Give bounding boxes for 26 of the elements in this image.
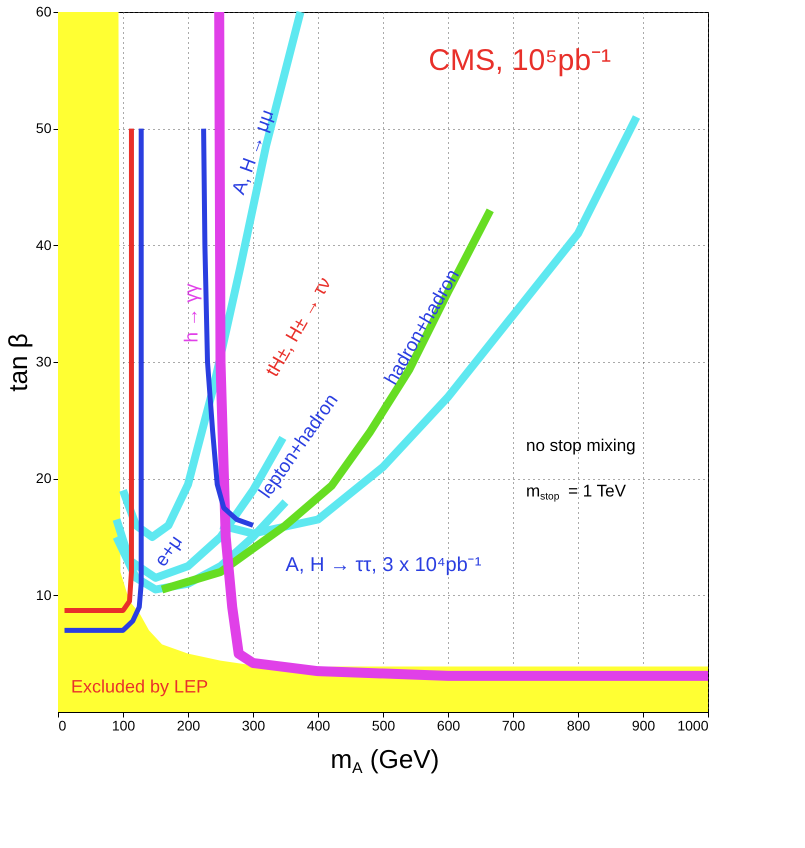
- annotation: h → γγ: [181, 282, 202, 343]
- x-tick-label: 400: [306, 718, 330, 734]
- x-tick-label: 500: [372, 718, 396, 734]
- y-tick-label: 60: [36, 4, 52, 20]
- x-tick-label: 300: [242, 718, 266, 734]
- x-tick-label: 800: [566, 718, 590, 734]
- y-axis-title: tan β: [2, 333, 33, 392]
- y-tick-label: 40: [36, 236, 52, 253]
- annotation: CMS, 10⁵pb⁻¹: [428, 44, 612, 77]
- annotation: A, H → μμ: [228, 107, 278, 198]
- x-tick-label: 100: [112, 718, 136, 734]
- y-tick-label: 50: [36, 120, 52, 136]
- x-tick-label: 700: [502, 718, 526, 734]
- x-tick-label: 200: [176, 718, 200, 734]
- x-tick-label: 900: [632, 718, 656, 734]
- x-tick-label: 1000: [677, 718, 709, 734]
- y-tick-label: 30: [36, 354, 52, 370]
- annotation: A, H → ττ, 3 x 10⁴pb⁻¹: [286, 554, 482, 576]
- annotation: e+μ: [150, 532, 187, 571]
- y-tick-label: 20: [36, 470, 52, 486]
- x-tick-label: 0: [58, 718, 66, 734]
- y-tick-label: 10: [36, 586, 52, 603]
- x-tick-label: 600: [436, 718, 460, 734]
- annotation: Excluded by LEP: [71, 676, 208, 696]
- annotation: tH±, H± → τν: [262, 274, 336, 380]
- annotation: no stop mixing: [526, 436, 636, 455]
